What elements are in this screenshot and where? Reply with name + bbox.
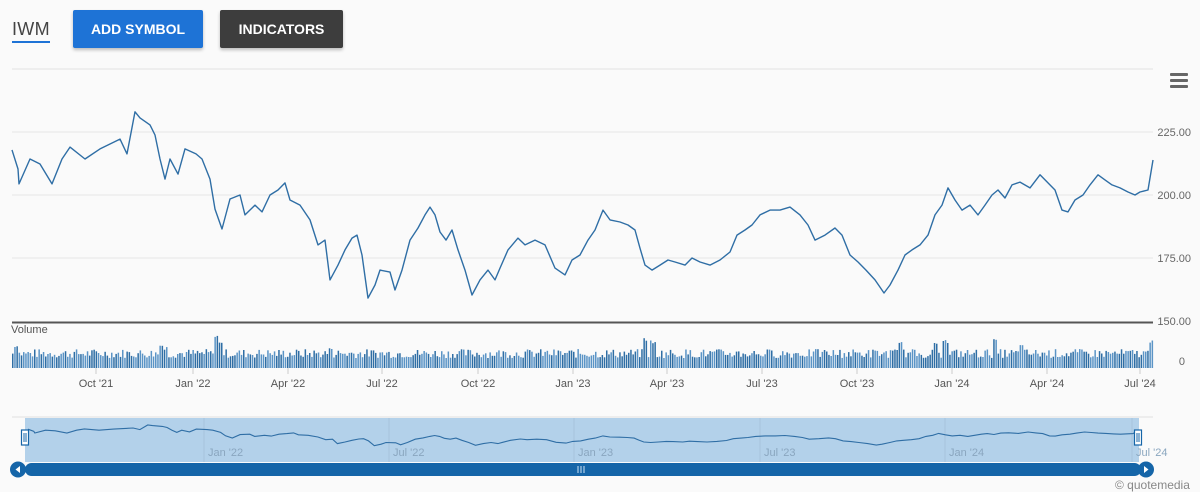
quotemedia-credit: © quotemedia xyxy=(1115,478,1190,492)
svg-text:Jan '24: Jan '24 xyxy=(934,378,969,390)
price-axis-labels: 225.00 200.00 175.00 150.00 xyxy=(1157,127,1191,328)
svg-text:150.00: 150.00 xyxy=(1157,316,1191,328)
svg-text:Jul '22: Jul '22 xyxy=(366,378,397,390)
svg-text:Jul '23: Jul '23 xyxy=(764,447,795,459)
symbol-input[interactable]: IWM xyxy=(12,19,50,43)
svg-text:Oct '22: Oct '22 xyxy=(461,378,496,390)
svg-text:Jul '24: Jul '24 xyxy=(1124,378,1155,390)
svg-text:Jan '23: Jan '23 xyxy=(555,378,590,390)
volume-axis-zero: 0 xyxy=(1179,356,1185,368)
svg-text:Oct '21: Oct '21 xyxy=(79,378,114,390)
navigator-line xyxy=(27,424,1139,447)
scrollbar-grip-icon xyxy=(577,466,585,473)
navigator-labels: Jan '22 Jul '22 Jan '23 Jul '23 Jan '24 Jul '… xyxy=(208,447,1167,459)
svg-text:Jul '24: Jul '24 xyxy=(1136,447,1167,459)
scrollbar-thumb[interactable] xyxy=(25,463,1141,476)
svg-text:Jan '22: Jan '22 xyxy=(208,447,243,459)
svg-text:200.00: 200.00 xyxy=(1157,190,1191,202)
scroll-right-button[interactable] xyxy=(145,0,1155,478)
svg-text:Jan '24: Jan '24 xyxy=(949,447,984,459)
svg-text:Apr '24: Apr '24 xyxy=(1030,378,1065,390)
volume-bars xyxy=(12,335,1154,368)
svg-text:Jul '22: Jul '22 xyxy=(393,447,424,459)
svg-text:Oct '23: Oct '23 xyxy=(840,378,875,390)
toolbar: IWM ADD SYMBOL INDICATORS xyxy=(0,0,1200,60)
svg-text:225.00: 225.00 xyxy=(1157,127,1191,139)
price-line xyxy=(11,111,1154,299)
navigator-left-handle[interactable] xyxy=(20,429,30,446)
arrow-right-icon xyxy=(1144,466,1149,473)
hamburger-menu-icon[interactable] xyxy=(1167,68,1191,92)
x-axis-labels: Oct '21 Jan '22 Apr '22 Jul '22 Oct '22 Jan '… xyxy=(79,368,1156,390)
svg-text:Jan '23: Jan '23 xyxy=(578,447,613,459)
svg-text:Jan '22: Jan '22 xyxy=(175,378,210,390)
navigator-right-handle[interactable] xyxy=(1133,429,1143,446)
svg-text:Apr '23: Apr '23 xyxy=(650,378,685,390)
price-gridlines xyxy=(12,68,1153,259)
svg-text:Jul '23: Jul '23 xyxy=(746,378,777,390)
navigator-selected-range[interactable] xyxy=(25,418,1139,462)
add-symbol-button[interactable]: ADD SYMBOL xyxy=(73,10,203,48)
navigator-gridlines xyxy=(203,418,1133,462)
svg-text:Apr '22: Apr '22 xyxy=(271,378,306,390)
indicators-button[interactable]: INDICATORS xyxy=(220,10,343,48)
svg-text:175.00: 175.00 xyxy=(1157,253,1191,265)
volume-pane-label: Volume xyxy=(11,324,48,336)
scroll-left-button[interactable] xyxy=(10,461,26,478)
arrow-left-icon xyxy=(15,466,20,473)
